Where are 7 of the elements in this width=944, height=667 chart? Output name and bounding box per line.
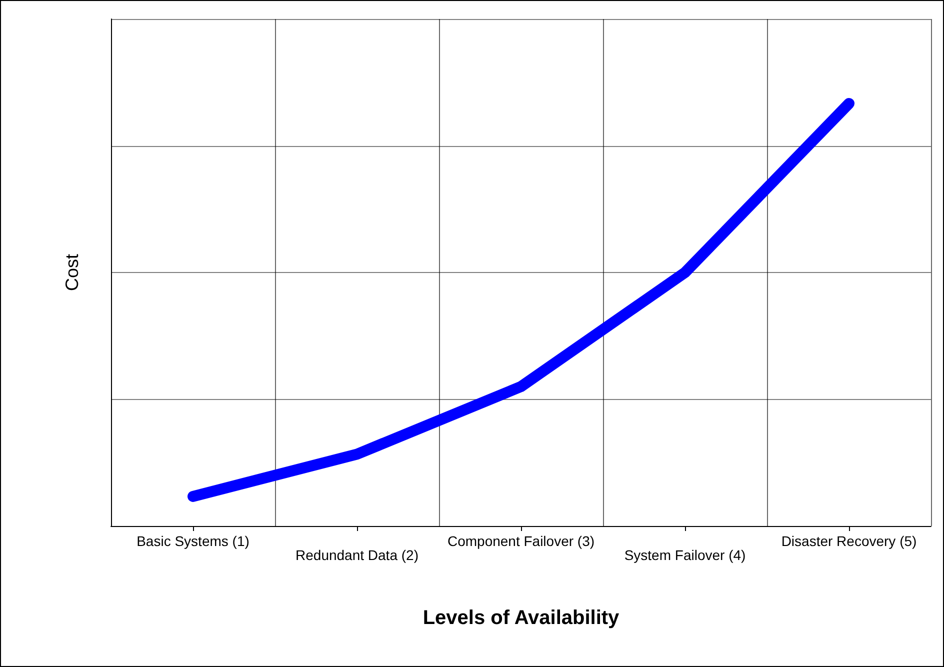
x-tick-label: Component Failover (3) [447, 533, 595, 549]
x-axis-title: Levels of Availability [422, 607, 620, 629]
x-tick-label: Redundant Data (2) [296, 547, 418, 563]
y-axis-title: Cost [62, 254, 82, 292]
x-tick-label: Basic Systems (1) [136, 533, 250, 549]
x-tick-label: Disaster Recovery (5) [781, 533, 917, 549]
x-tick-label: System Failover (4) [624, 547, 746, 563]
